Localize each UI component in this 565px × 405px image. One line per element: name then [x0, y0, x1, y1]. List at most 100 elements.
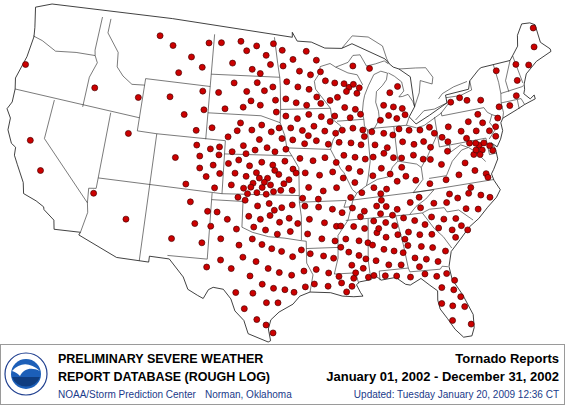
logo-ring: [5, 353, 47, 395]
tornado-report: [234, 128, 240, 134]
tornado-report: [302, 284, 308, 290]
tornado-report: [277, 219, 283, 225]
tornado-report: [291, 289, 297, 295]
tornado-report: [360, 127, 366, 133]
tornado-report: [530, 25, 536, 31]
tornado-report: [418, 243, 424, 249]
tornado-report: [370, 242, 376, 248]
tornado-report: [416, 264, 422, 270]
tornado-report: [381, 130, 387, 136]
tornado-report: [472, 167, 478, 173]
tornado-report: [456, 172, 462, 178]
tornado-report: [326, 270, 332, 276]
tornado-report: [266, 201, 272, 207]
tornado-report: [261, 179, 267, 185]
tornado-report: [230, 60, 236, 66]
tornado-report: [348, 140, 354, 146]
tornado-report: [349, 205, 355, 211]
header-line: PRELIMINARY SEVERE WEATHER: [58, 352, 263, 366]
tornado-report: [208, 223, 214, 229]
tornado-report: [270, 84, 276, 90]
tornado-report: [321, 220, 327, 226]
tornado-report: [255, 203, 261, 209]
tornado-report: [398, 262, 404, 268]
tornado-report: [265, 265, 271, 271]
tornado-report: [306, 86, 312, 92]
tornado-report: [23, 62, 29, 68]
tornado-report: [493, 124, 499, 130]
tornado-report: [371, 218, 377, 224]
tornado-report: [199, 64, 205, 70]
tornado-report: [386, 112, 392, 118]
tornado-report: [282, 158, 288, 164]
tornado-report: [209, 125, 215, 131]
tornado-report: [254, 43, 260, 49]
tornado-report: [314, 94, 320, 100]
tornado-report: [283, 96, 289, 102]
tornado-report: [363, 256, 369, 262]
tornado-report: [480, 120, 486, 126]
tornado-report: [473, 140, 479, 146]
tornado-report: [317, 172, 323, 178]
tornado-report: [339, 280, 345, 286]
tornado-report: [322, 78, 328, 84]
tornado-report: [249, 236, 255, 242]
tornado-report: [283, 146, 289, 152]
tornado-report: [218, 40, 224, 46]
tornado-report: [259, 122, 265, 128]
tornado-report: [225, 134, 231, 140]
tornado-report: [228, 266, 234, 272]
tornado-report: [334, 185, 340, 191]
tornado-report: [125, 130, 131, 136]
tornado-report: [361, 208, 367, 214]
header-line: REPORT DATABASE (ROUGH LOG): [58, 370, 270, 384]
tornado-report: [273, 97, 279, 103]
tornado-report: [271, 285, 277, 291]
tornado-report: [224, 216, 230, 222]
tornado-report: [238, 38, 244, 44]
tornado-report: [447, 191, 453, 197]
tornado-report: [338, 223, 344, 229]
tornado-report: [267, 213, 273, 219]
tornado-report: [344, 289, 350, 295]
tornado-report: [325, 283, 331, 289]
tornado-report: [449, 227, 455, 233]
tornado-report: [444, 200, 450, 206]
tornado-report: [402, 236, 408, 242]
tornado-report: [405, 242, 411, 248]
tornado-report: [293, 100, 299, 106]
tornado-report: [399, 164, 405, 170]
tornado-report: [293, 170, 299, 176]
tornado-report: [329, 206, 335, 212]
tornado-report: [407, 274, 413, 280]
tornado-report: [434, 273, 440, 279]
tornado-report: [343, 236, 349, 242]
tornado-report: [429, 214, 435, 220]
tornado-report: [436, 225, 442, 231]
tornado-report: [466, 190, 472, 196]
tornado-report: [423, 256, 429, 262]
tornado-report: [399, 105, 405, 111]
tornado-report: [332, 238, 338, 244]
logo: [5, 353, 47, 395]
tornado-report: [496, 104, 502, 110]
tornado-report: [278, 187, 284, 193]
tornado-report: [372, 142, 378, 148]
basemap: [7, 4, 551, 342]
tornado-report: [233, 290, 239, 296]
tornado-report: [256, 175, 262, 181]
tornado-report: [252, 147, 258, 153]
tornado-report: [193, 127, 199, 133]
tornado-report: [157, 33, 163, 39]
tornado-report: [303, 48, 309, 54]
tornado-report: [406, 127, 412, 133]
tornado-report: [259, 242, 265, 248]
tornado-report: [387, 90, 393, 96]
tornado-report: [172, 155, 178, 161]
tornado-report: [206, 40, 212, 46]
tornado-report: [443, 177, 449, 183]
tornado-report: [378, 165, 384, 171]
tornado-report: [373, 258, 379, 264]
tornado-report: [246, 213, 252, 219]
tornado-report: [319, 236, 325, 242]
